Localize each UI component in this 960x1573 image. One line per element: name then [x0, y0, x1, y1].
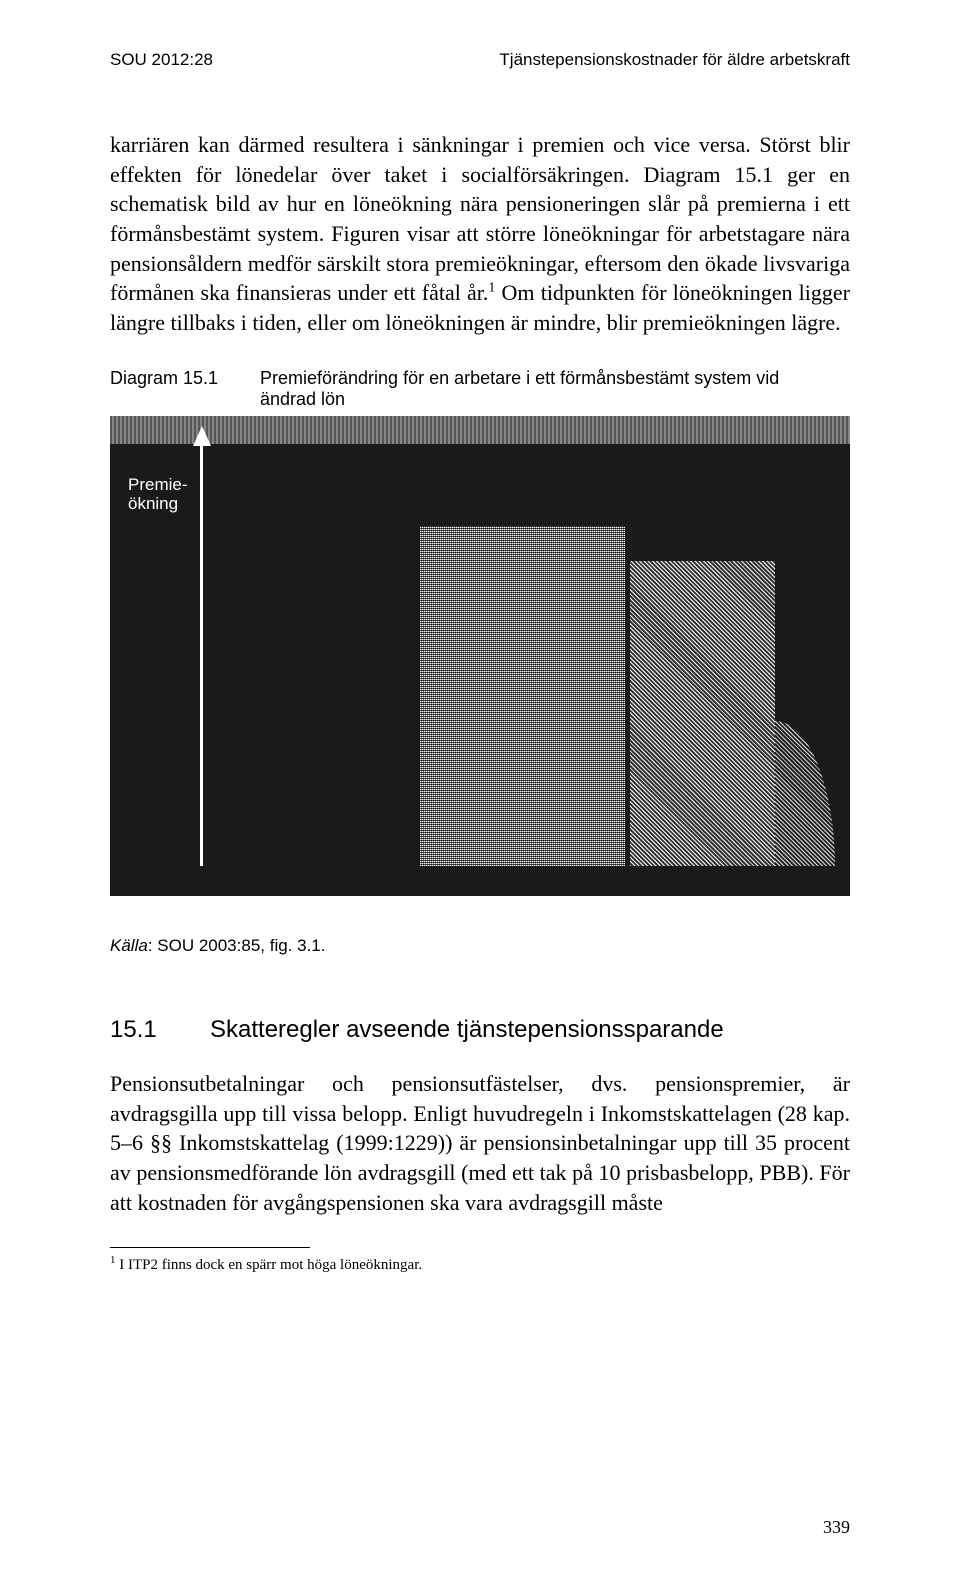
section-title: Skatteregler avseende tjänstepensionsspa…: [210, 1016, 724, 1044]
source-text: : SOU 2003:85, fig. 3.1.: [148, 936, 326, 955]
section-heading-15-1: 15.1 Skatteregler avseende tjänstepensio…: [110, 1016, 850, 1044]
y-axis-label: Premie-ökning: [128, 476, 183, 513]
diagram-bar-2: [630, 561, 775, 866]
header-left: SOU 2012:28: [110, 50, 213, 70]
diagram-15-1: Premie-ökning: [110, 416, 850, 896]
diagram-label-number: Diagram 15.1: [110, 368, 260, 410]
diagram-label: Diagram 15.1 Premieförändring för en arb…: [110, 368, 850, 410]
page-number: 339: [823, 1517, 850, 1538]
footnote-text: I ITP2 finns dock en spärr mot höga löne…: [116, 1257, 423, 1273]
diagram-bar-curve: [775, 721, 835, 866]
paragraph-1: karriären kan därmed resultera i sänknin…: [110, 130, 850, 338]
diagram-noise-band: [110, 416, 850, 444]
source-label: Källa: [110, 936, 148, 955]
paragraph-2: Pensionsutbetalningar och pensionsutfäst…: [110, 1069, 850, 1217]
diagram-source: Källa: SOU 2003:85, fig. 3.1.: [110, 936, 850, 956]
y-axis-line: [200, 436, 203, 866]
diagram-label-text: Premieförändring för en arbetare i ett f…: [260, 368, 850, 410]
page-header: SOU 2012:28 Tjänstepensionskostnader för…: [110, 50, 850, 70]
footnote-1: 1 I ITP2 finns dock en spärr mot höga lö…: [110, 1254, 850, 1274]
footnote-divider: [110, 1247, 310, 1248]
header-right: Tjänstepensionskostnader för äldre arbet…: [499, 50, 850, 70]
diagram-bar-1: [420, 526, 625, 866]
section-number: 15.1: [110, 1016, 210, 1044]
